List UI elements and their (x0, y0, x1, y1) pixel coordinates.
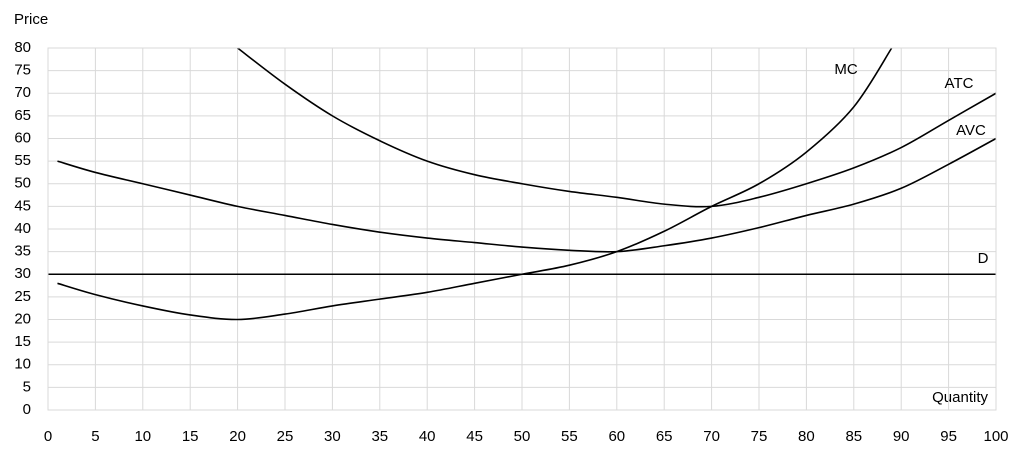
x-tick-label: 25 (277, 428, 294, 445)
y-tick-label: 80 (14, 39, 31, 56)
y-tick-label: 65 (14, 107, 31, 124)
x-tick-label: 70 (703, 428, 720, 445)
x-tick-label: 85 (845, 428, 862, 445)
x-tick-label: 75 (751, 428, 768, 445)
y-tick-label: 45 (14, 197, 31, 214)
x-tick-label: 100 (983, 428, 1008, 445)
y-tick-label: 10 (14, 356, 31, 373)
series-label: D (978, 250, 989, 267)
x-tick-label: 55 (561, 428, 578, 445)
y-tick-label: 25 (14, 288, 31, 305)
x-axis-label: Quantity (932, 389, 988, 406)
series-line (57, 137, 997, 253)
x-tick-label: 30 (324, 428, 341, 445)
x-tick-label: 50 (514, 428, 531, 445)
series-line (237, 47, 997, 208)
x-tick-label: 20 (229, 428, 246, 445)
x-tick-label: 95 (940, 428, 957, 445)
y-tick-label: 0 (23, 401, 31, 418)
y-tick-label: 20 (14, 310, 31, 327)
y-tick-label: 75 (14, 62, 31, 79)
y-tick-label: 15 (14, 333, 31, 350)
series-line (57, 47, 893, 321)
x-tick-label: 40 (419, 428, 436, 445)
y-axis-label: Price (14, 11, 48, 28)
x-tick-label: 10 (134, 428, 151, 445)
series-label: MC (834, 61, 857, 78)
series-label: AVC (956, 122, 986, 139)
x-tick-label: 90 (893, 428, 910, 445)
y-tick-label: 35 (14, 243, 31, 260)
x-tick-label: 60 (608, 428, 625, 445)
x-tick-label: 5 (91, 428, 99, 445)
plot-border (47, 47, 997, 411)
y-tick-label: 5 (23, 378, 31, 395)
x-tick-label: 65 (656, 428, 673, 445)
y-tick-label: 50 (14, 175, 31, 192)
x-tick-label: 0 (44, 428, 52, 445)
y-tick-label: 55 (14, 152, 31, 169)
x-tick-label: 15 (182, 428, 199, 445)
series-label: ATC (945, 75, 974, 92)
y-tick-label: 40 (14, 220, 31, 237)
y-tick-label: 70 (14, 84, 31, 101)
x-tick-label: 80 (798, 428, 815, 445)
x-tick-label: 35 (371, 428, 388, 445)
y-tick-label: 30 (14, 265, 31, 282)
y-tick-label: 60 (14, 129, 31, 146)
x-tick-label: 45 (466, 428, 483, 445)
